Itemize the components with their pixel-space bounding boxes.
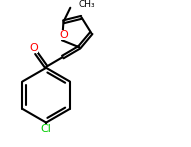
Text: Cl: Cl (41, 124, 52, 134)
Text: O: O (60, 30, 69, 40)
Text: O: O (29, 43, 38, 53)
Text: CH₃: CH₃ (78, 0, 95, 9)
